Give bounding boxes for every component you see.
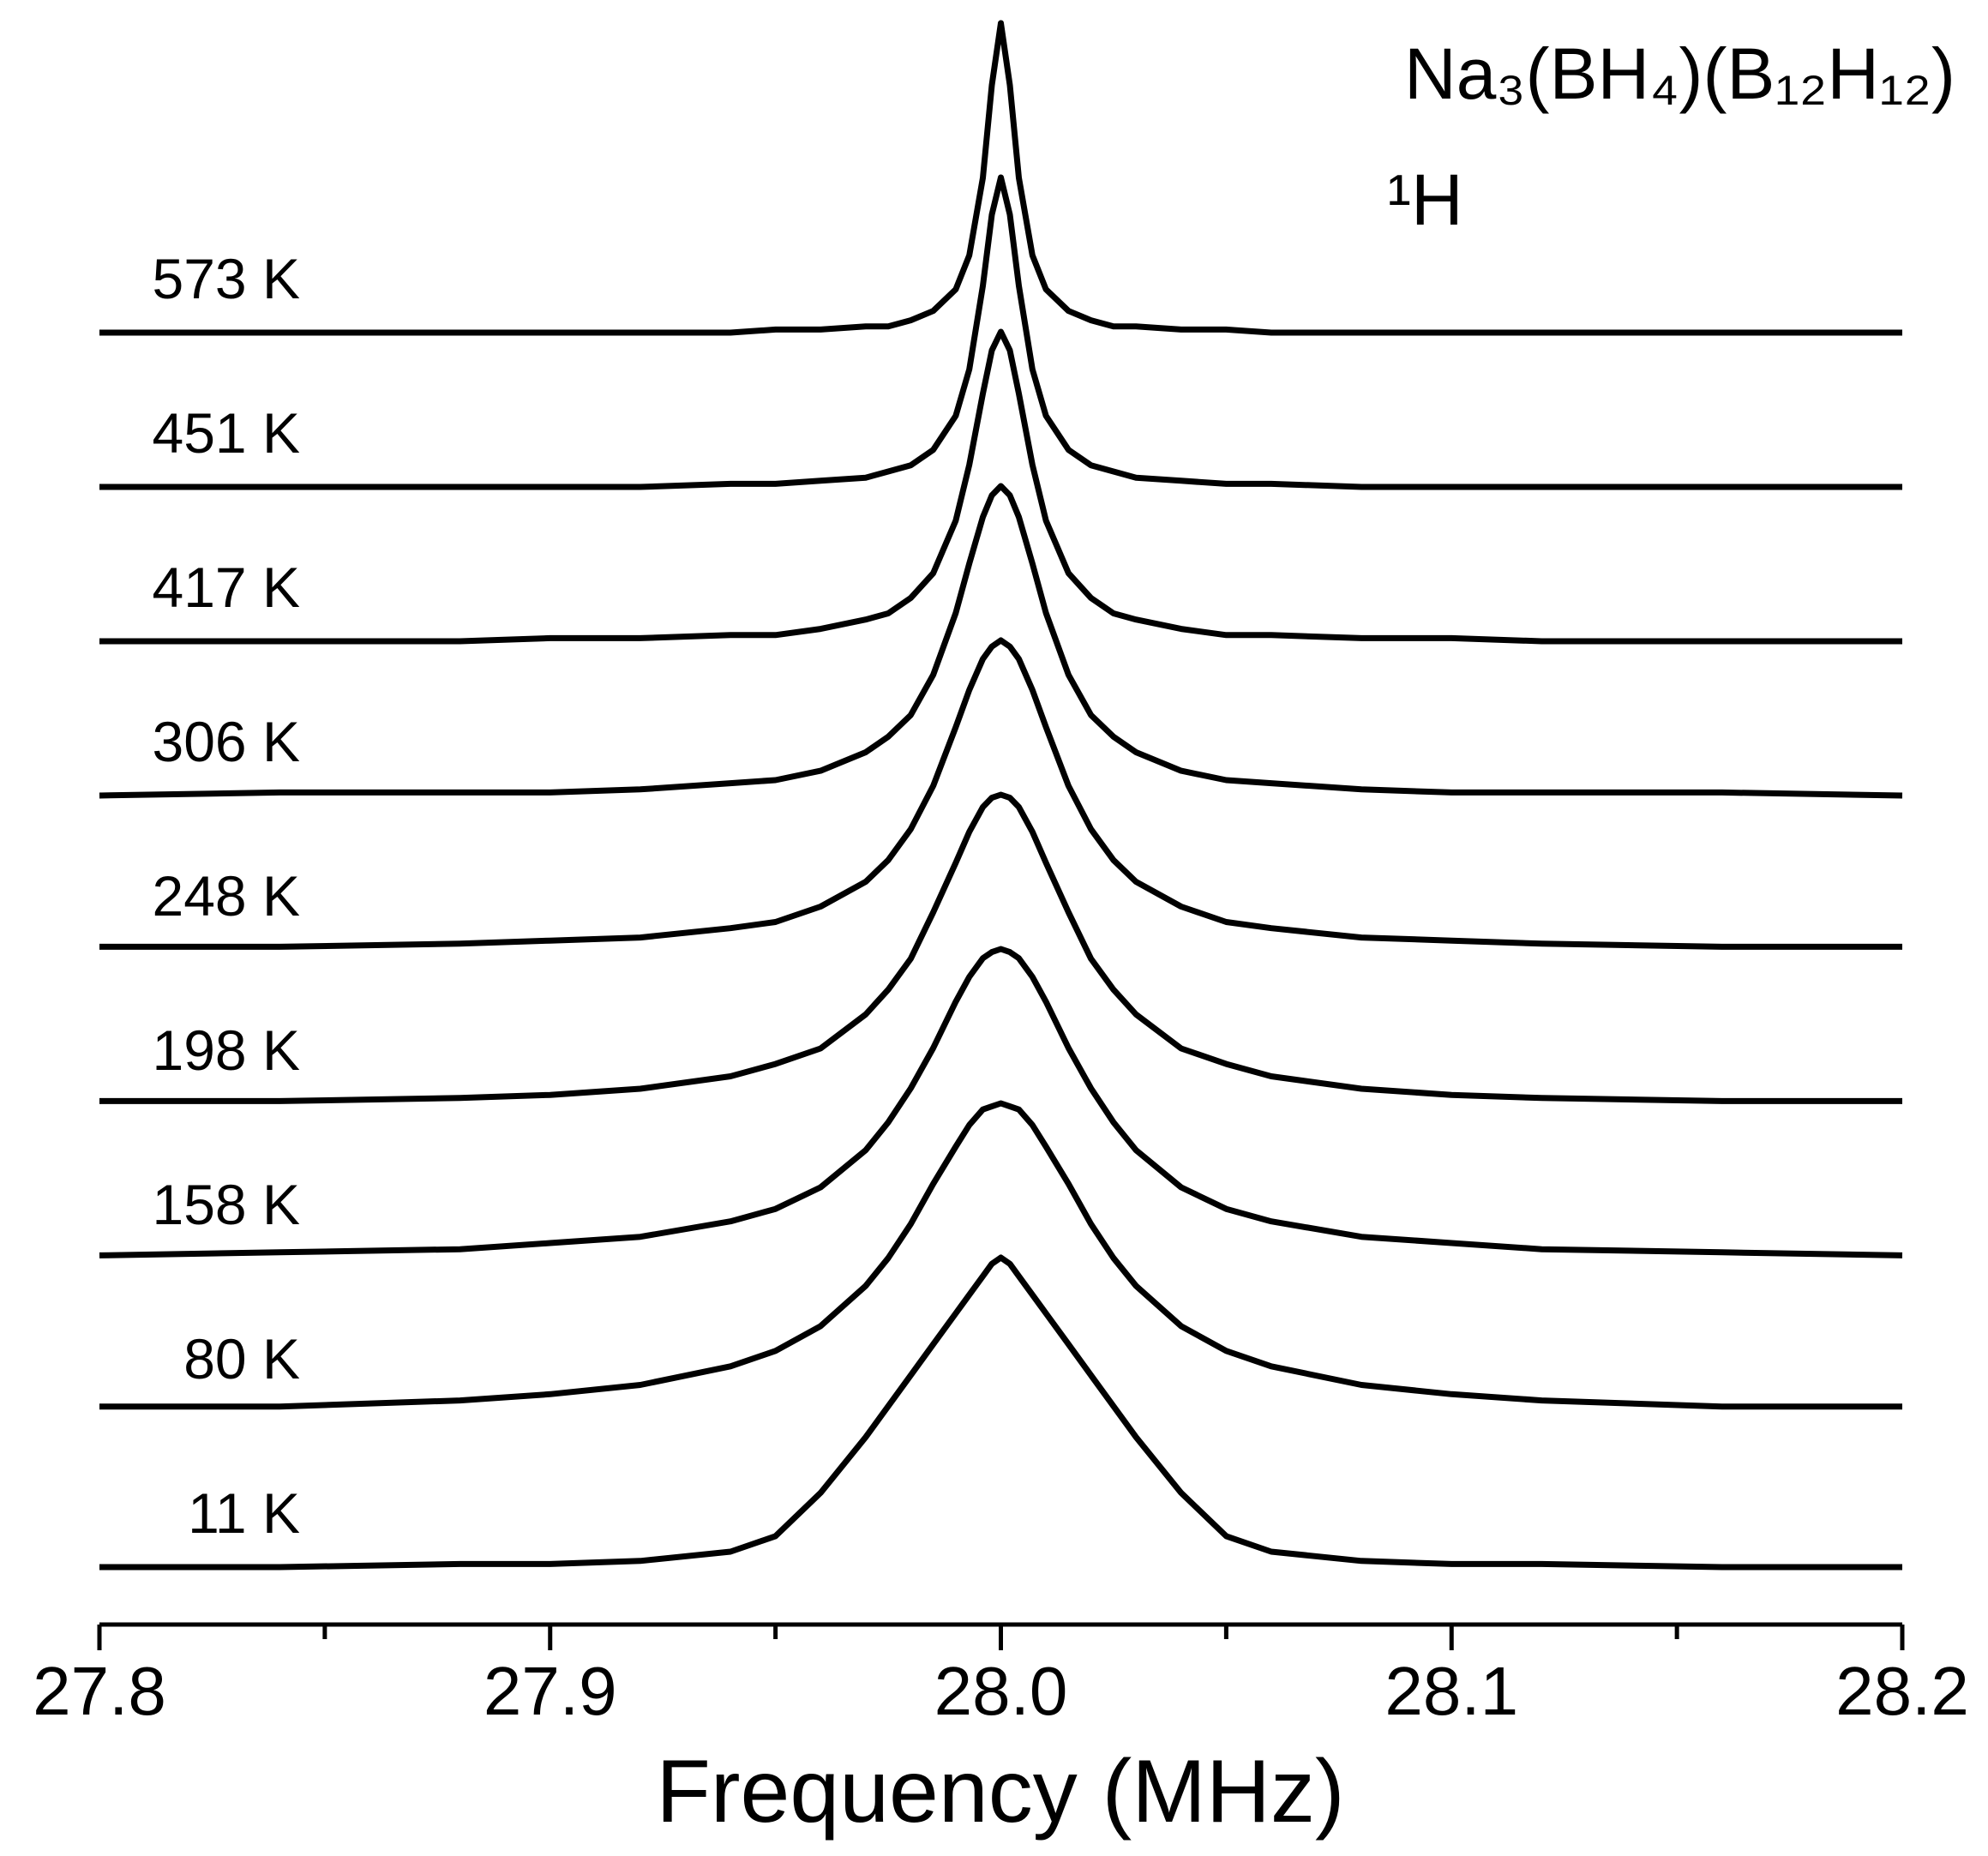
spectrum-line — [99, 946, 1903, 1258]
spectrum-line — [99, 1254, 1902, 1571]
series-label: 573 K — [153, 247, 300, 310]
spectrum-line — [99, 20, 1902, 336]
x-axis-title: Frequency (MHz) — [656, 1742, 1344, 1841]
series-label: 198 K — [153, 1018, 300, 1082]
series-label: 451 K — [153, 401, 300, 465]
compound-label: Na₃(BH₄)(B₁₂H₁₂) — [1404, 33, 1955, 114]
series-label: 80 K — [183, 1327, 300, 1390]
x-tick-label: 28.2 — [1835, 1653, 1969, 1729]
x-tick-label: 27.8 — [33, 1653, 166, 1729]
spectrum-line — [99, 1100, 1902, 1410]
x-tick-label: 28.0 — [934, 1653, 1068, 1729]
x-tick-label: 28.1 — [1384, 1653, 1518, 1729]
series-label: 248 K — [153, 864, 300, 928]
series-label: 417 K — [153, 556, 300, 619]
nucleus-label: ¹H — [1387, 159, 1463, 240]
series-label: 306 K — [153, 710, 300, 773]
spectrum-line — [99, 174, 1902, 490]
series-label: 158 K — [153, 1173, 300, 1236]
spectrum-line — [99, 328, 1902, 645]
x-tick-label: 27.9 — [483, 1653, 617, 1729]
spectrum-line — [99, 791, 1902, 1104]
spectrum-line — [99, 483, 1903, 799]
series-label: 11 K — [188, 1481, 300, 1545]
spectrum-line — [99, 637, 1902, 950]
